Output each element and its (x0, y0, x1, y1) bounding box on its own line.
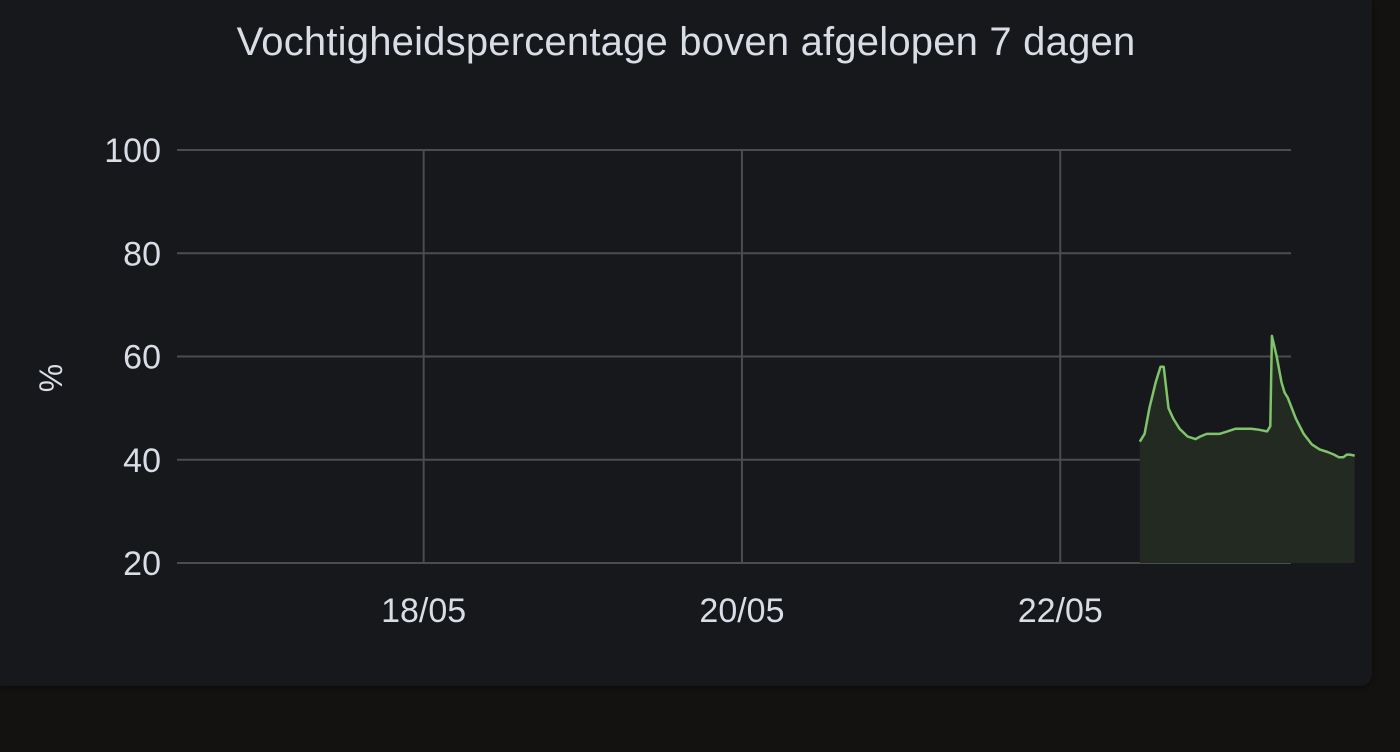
y-tick-label: 20 (123, 545, 161, 583)
y-tick-label: 100 (104, 132, 161, 170)
x-tick-label: 18/05 (381, 592, 466, 630)
x-tick-label: 22/05 (1018, 592, 1103, 630)
humidity-line (1138, 334, 1355, 459)
y-axis-label: % (33, 364, 69, 392)
y-tick-label: 40 (123, 442, 161, 480)
y-tick-label: 60 (123, 339, 161, 377)
humidity-chart: 100 80 60 40 20 18/05 20/05 22/05% (33, 132, 1355, 630)
chart-title: Vochtigheidspercentage boven afgelopen 7… (236, 20, 1136, 64)
humidity-area (1139, 335, 1355, 563)
y-tick-label: 80 (123, 235, 161, 273)
x-tick-label: 20/05 (699, 592, 784, 630)
chart-card: Vochtigheidspercentage boven afgelopen 7… (0, 0, 1372, 686)
